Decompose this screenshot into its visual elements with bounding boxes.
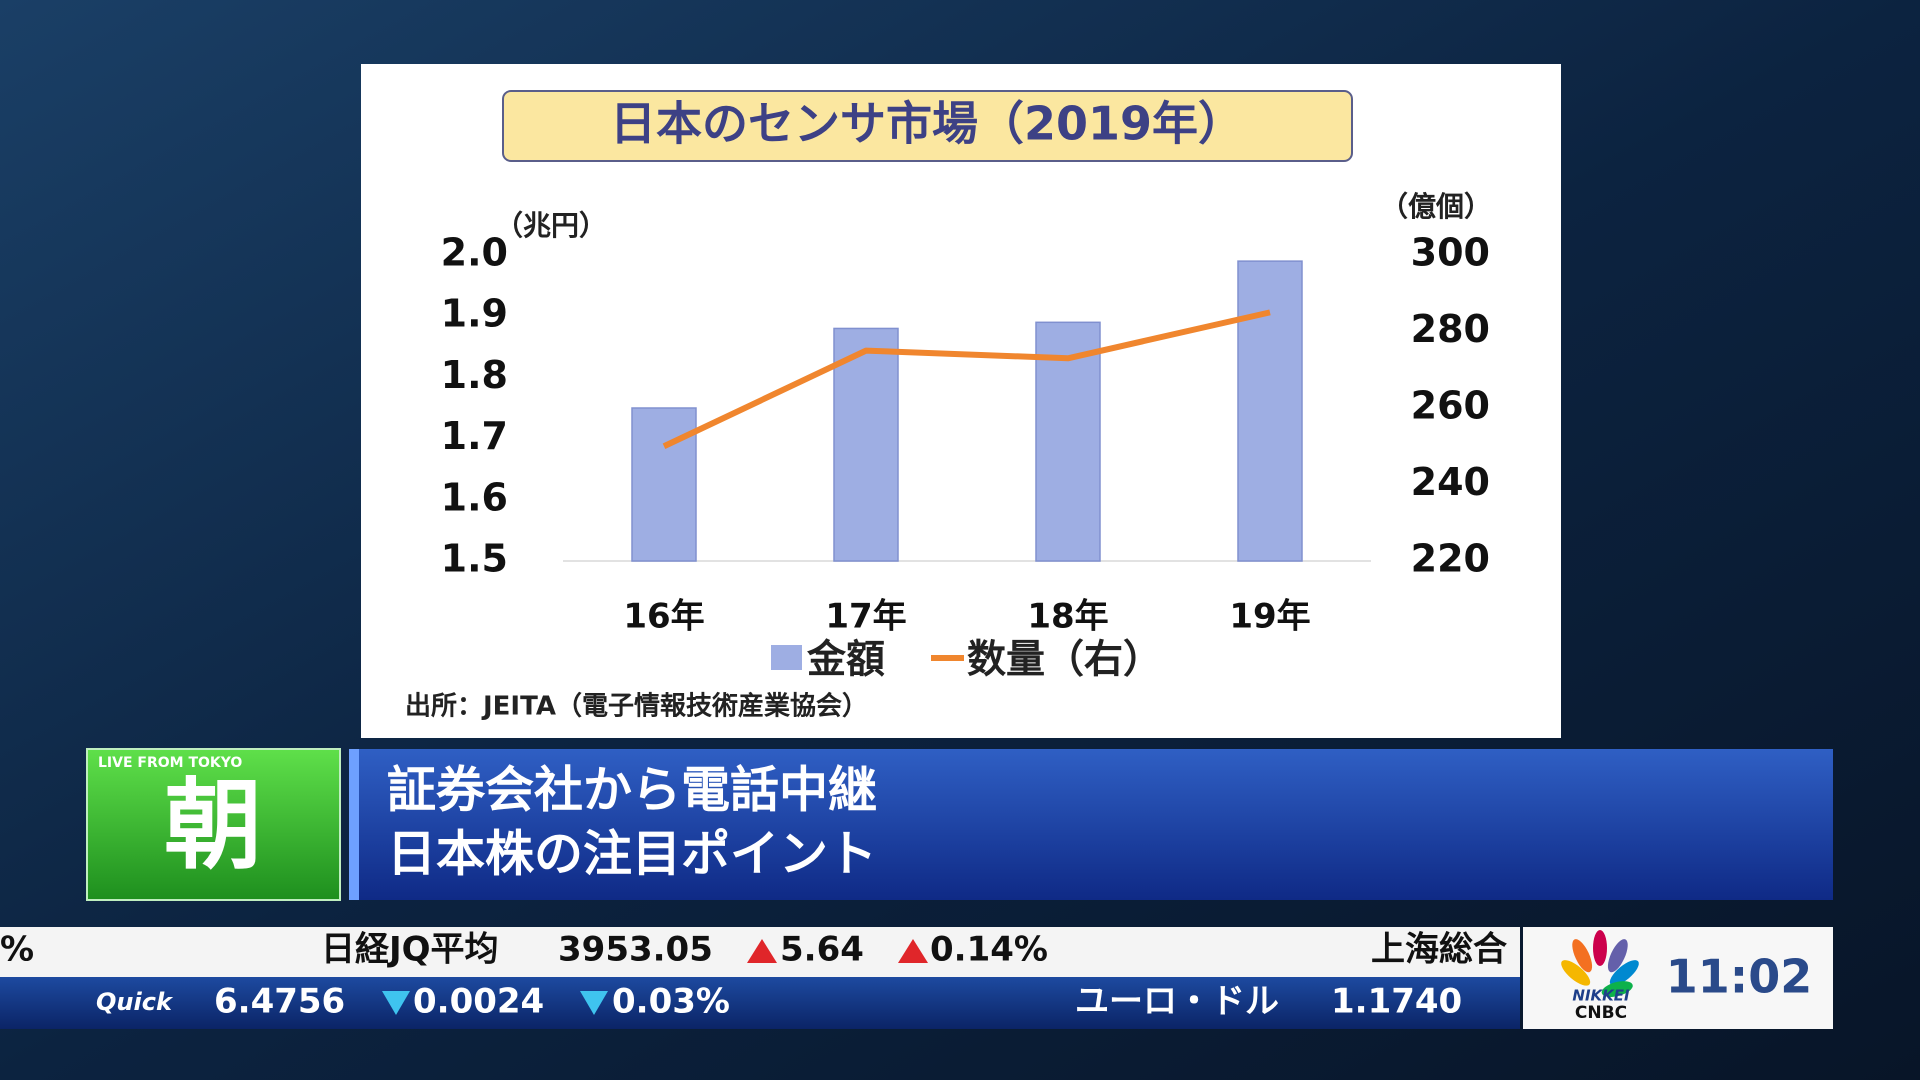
legend-swatch xyxy=(771,645,802,670)
bar xyxy=(1237,260,1303,562)
y2-tick-label: 280 xyxy=(1411,307,1490,351)
down-arrow xyxy=(382,991,410,1015)
up-arrow xyxy=(747,939,777,963)
y-tick-label: 1.7 xyxy=(441,414,508,458)
program-badge xyxy=(86,748,341,901)
bar xyxy=(631,407,697,562)
x-tick-label: 19年 xyxy=(1229,597,1310,637)
up-arrow xyxy=(898,939,928,963)
ticker-row xyxy=(0,977,1520,1029)
live-badge: LIVE FROM TOKYO xyxy=(98,755,242,771)
ticker-text: 0.14% xyxy=(930,930,1048,970)
y-tick-label: 2.0 xyxy=(441,231,508,275)
ticker-text: ユーロ・ドル xyxy=(1075,982,1279,1022)
peacock-logo xyxy=(1561,930,1639,997)
title-box xyxy=(502,90,1353,162)
clock: 11:02 xyxy=(1666,950,1812,1004)
ticker-text: 6.4756 xyxy=(214,982,345,1022)
chart-panel xyxy=(361,64,1561,738)
ticker-source: Quick xyxy=(96,988,174,1016)
bar xyxy=(1035,321,1101,562)
logo-text: CNBC xyxy=(1575,1003,1627,1023)
y-tick-label: 1.6 xyxy=(441,475,508,519)
ticker-text: 5.64 xyxy=(780,930,864,970)
ticker-text: 上海総合 xyxy=(1371,930,1507,970)
down-arrow xyxy=(580,991,608,1015)
y2-tick-label: 240 xyxy=(1411,460,1490,504)
legend-label: 金額 xyxy=(806,638,885,683)
ticker-text: % xyxy=(0,930,34,970)
headline-accent xyxy=(349,749,359,900)
headline-line: 日本株の注目ポイント xyxy=(387,826,877,883)
logo-text: NIKKEI xyxy=(1572,987,1630,1005)
headline-bar xyxy=(349,749,1833,900)
chart-title: 日本のセンサ市場（2019年） xyxy=(610,97,1244,151)
y2-tick-label: 220 xyxy=(1411,537,1490,581)
program-name: 朝 xyxy=(164,769,262,883)
x-tick-label: 17年 xyxy=(825,597,906,637)
x-tick-label: 18年 xyxy=(1027,597,1108,637)
ticker-text: 1.1740 xyxy=(1331,982,1462,1022)
ticker-text: 日経JQ平均 xyxy=(321,930,499,970)
source-note: 出所：JEITA（電子情報技術産業協会） xyxy=(405,691,868,722)
legend-label: 数量（右） xyxy=(967,638,1162,683)
x-tick-label: 16年 xyxy=(623,597,704,637)
ticker-text: 0.03% xyxy=(612,982,730,1022)
headline-line: 証券会社から電話中継 xyxy=(387,762,877,819)
line xyxy=(662,309,1271,449)
y2-tick-label: 260 xyxy=(1411,384,1490,428)
bar xyxy=(833,327,899,562)
ticker-text: 3953.05 xyxy=(558,930,713,970)
ticker-text: 0.0024 xyxy=(413,982,544,1022)
y-tick-label: 1.8 xyxy=(441,353,508,397)
y-axis-unit: （兆円） xyxy=(495,209,607,242)
y2-tick-label: 300 xyxy=(1411,231,1490,275)
y-tick-label: 1.5 xyxy=(441,537,508,581)
plot: 1.5 1.6 1.7 1.8 1.9 2.0 220 240 260 280 300 16年 17年 1… xyxy=(441,231,1490,637)
y2-axis-unit: （億個） xyxy=(1380,190,1492,223)
y-tick-label: 1.9 xyxy=(441,292,508,336)
